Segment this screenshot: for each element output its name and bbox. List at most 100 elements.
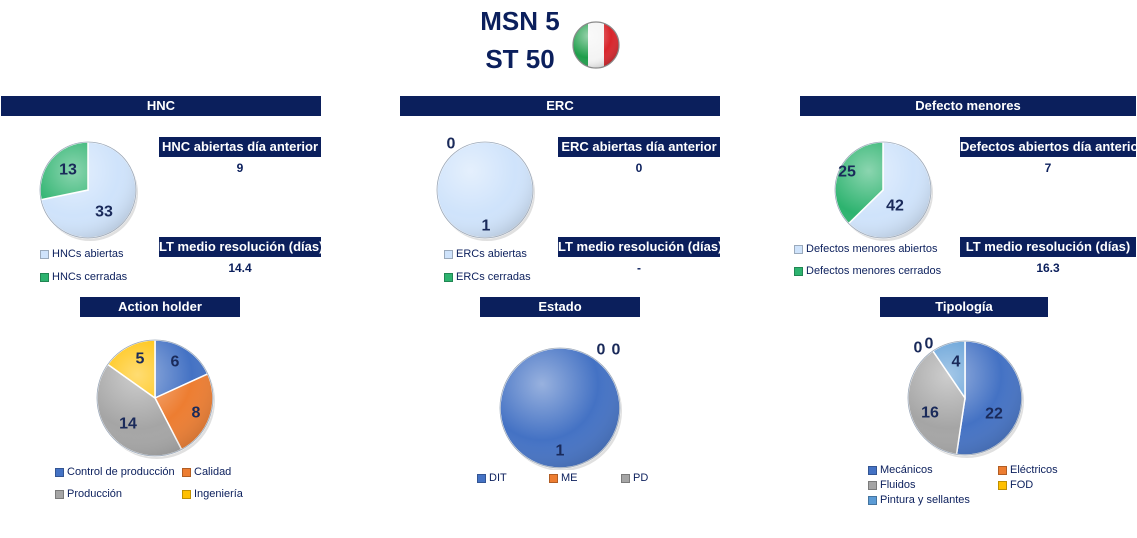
estado-header: Estado	[480, 297, 640, 317]
data-label-ercs-abiertas: 1	[482, 218, 491, 235]
legend-swatch	[477, 473, 486, 483]
legend-swatch	[794, 266, 803, 276]
defectos-lt-label: LT medio resolución (días)	[960, 237, 1136, 257]
data-label-mecanicos: 22	[985, 406, 1003, 423]
defectos-header: Defecto menores	[800, 96, 1136, 116]
erc-lt-value: -	[637, 261, 641, 275]
legend-swatch	[40, 249, 49, 259]
legend-swatch	[868, 465, 877, 475]
legend-swatch	[55, 467, 64, 477]
legend-fod: FOD	[998, 479, 1033, 491]
data-label-hncs-cerradas: 13	[59, 162, 77, 179]
data-label-calidad: 8	[192, 405, 201, 422]
legend-swatch	[444, 272, 453, 282]
legend-swatch	[621, 473, 630, 483]
hnc-lt-label: LT medio resolución (días)	[159, 237, 321, 257]
erc-pie-chart: 10	[436, 136, 535, 241]
legend-swatch	[549, 473, 558, 483]
legend-label: PD	[633, 472, 649, 484]
page-title-msn: MSN 5	[480, 6, 560, 36]
erc-open-value: 0	[635, 161, 643, 175]
legend-label: Defectos menores abiertos	[806, 243, 938, 255]
data-label-dit: 1	[556, 443, 565, 460]
legend-me: ME	[549, 472, 578, 484]
legend-produccion: Producción	[55, 488, 122, 500]
tipologia-header: Tipología	[880, 297, 1048, 317]
legend-label: Control de producción	[67, 466, 175, 478]
defectos-lt-value: 16.3	[1036, 261, 1060, 275]
erc-header: ERC	[400, 96, 720, 116]
data-label-pintura-y-sellantes: 4	[952, 354, 961, 371]
data-label-control-de-produccion: 6	[171, 354, 180, 371]
pie-gloss	[907, 340, 1023, 456]
legend-label: ERCs abiertas	[456, 248, 527, 260]
defectos-open-label: Defectos abiertos día anterior	[960, 137, 1136, 157]
legend-label: DIT	[489, 472, 507, 484]
data-label-produccion: 14	[119, 416, 137, 433]
legend-swatch	[868, 495, 877, 505]
legend-label: HNCs cerradas	[52, 271, 128, 283]
data-label-me: 0	[597, 342, 606, 359]
data-label-fluidos: 16	[921, 405, 939, 422]
data-label-ercs-cerradas: 0	[447, 136, 456, 153]
legend-swatch	[182, 489, 191, 499]
legend-label: Ingeniería	[194, 488, 243, 500]
action-holder-pie-chart: 6 8 14 5	[96, 339, 215, 459]
legend-defectos-abiertos: Defectos menores abiertos	[794, 243, 937, 255]
legend-calidad: Calidad	[182, 466, 231, 478]
legend-label: ME	[561, 472, 578, 484]
action-holder-header: Action holder	[80, 297, 240, 317]
data-label-hncs-abiertas: 33	[95, 204, 113, 221]
data-label-electricos: 0	[914, 340, 923, 357]
tipologia-pie-chart: 22 0 16 0 4	[907, 336, 1024, 458]
estado-pie-chart: 1 0 0	[499, 342, 622, 470]
data-label-pd: 0	[612, 342, 621, 359]
legend-erc-cerradas: ERCs cerradas	[444, 271, 531, 283]
legend-label: Pintura y sellantes	[880, 494, 970, 506]
hnc-header: HNC	[1, 96, 321, 116]
pie-gloss	[834, 141, 932, 239]
erc-open-label: ERC abiertas día anterior	[558, 137, 720, 157]
legend-swatch	[182, 467, 191, 477]
legend-label: Mecánicos	[880, 464, 933, 476]
legend-swatch	[444, 249, 453, 259]
legend-hnc-cerradas: HNCs cerradas	[40, 271, 127, 283]
legend-ingenieria: Ingeniería	[182, 488, 243, 500]
legend-swatch	[794, 244, 803, 254]
hnc-pie-chart: 33 13	[39, 141, 138, 241]
legend-swatch	[55, 489, 64, 499]
legend-dit: DIT	[477, 472, 507, 484]
pie-gloss	[499, 347, 621, 469]
legend-label: FOD	[1010, 479, 1034, 491]
pie-gloss	[39, 141, 137, 239]
legend-hnc-abiertas: HNCs abiertas	[40, 248, 124, 260]
legend-mecanicos: Mecánicos	[868, 464, 933, 476]
legend-electricos: Eléctricos	[998, 464, 1058, 476]
legend-label: Calidad	[194, 466, 232, 478]
legend-control-produccion: Control de producción	[55, 466, 175, 478]
italy-flag-icon	[572, 21, 620, 69]
defectos-pie-chart: 42 25	[834, 141, 933, 241]
legend-pd: PD	[621, 472, 648, 484]
legend-label: Eléctricos	[1010, 464, 1058, 476]
hnc-open-label: HNC abiertas día anterior	[159, 137, 321, 157]
page-title-st: ST 50	[485, 44, 555, 74]
data-label-defectos-menores-cerrados: 25	[838, 164, 856, 181]
legend-label: ERCs cerradas	[456, 271, 531, 283]
data-label-fod: 0	[925, 336, 934, 353]
legend-defectos-cerrados: Defectos menores cerrados	[794, 265, 941, 277]
hnc-lt-value: 14.4	[228, 261, 252, 275]
legend-label: HNCs abiertas	[52, 248, 124, 260]
data-label-ingenieria: 5	[136, 351, 145, 368]
legend-swatch	[998, 480, 1007, 490]
legend-swatch	[40, 272, 49, 282]
legend-fluidos: Fluidos	[868, 479, 915, 491]
erc-lt-label: LT medio resolución (días)	[558, 237, 720, 257]
legend-swatch	[998, 465, 1007, 475]
legend-swatch	[868, 480, 877, 490]
legend-label: Producción	[67, 488, 123, 500]
defectos-open-value: 7	[1044, 161, 1052, 175]
legend-label: Defectos menores cerrados	[806, 265, 942, 277]
legend-pintura: Pintura y sellantes	[868, 494, 970, 506]
legend-erc-abiertas: ERCs abiertas	[444, 248, 527, 260]
